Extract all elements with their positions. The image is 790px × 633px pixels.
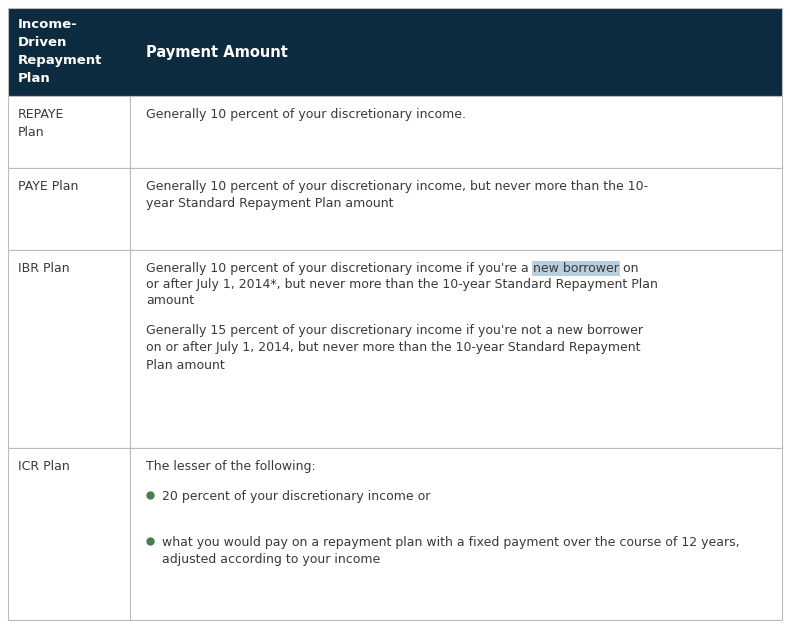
Text: new borrower: new borrower <box>533 262 619 275</box>
Text: 20 percent of your discretionary income or: 20 percent of your discretionary income … <box>162 490 431 503</box>
Text: ICR Plan: ICR Plan <box>18 460 70 473</box>
Bar <box>8 250 782 448</box>
Text: Payment Amount: Payment Amount <box>146 44 288 60</box>
Text: on: on <box>619 262 638 275</box>
Text: Generally 10 percent of your discretionary income.: Generally 10 percent of your discretiona… <box>146 108 466 121</box>
Text: Generally 10 percent of your discretionary income if you're a: Generally 10 percent of your discretiona… <box>146 262 533 275</box>
Text: REPAYE
Plan: REPAYE Plan <box>18 108 64 139</box>
Text: Generally 15 percent of your discretionary income if you're not a new borrower
o: Generally 15 percent of your discretiona… <box>146 324 643 372</box>
Bar <box>8 168 782 250</box>
Text: PAYE Plan: PAYE Plan <box>18 180 78 193</box>
Text: Generally 10 percent of your discretionary income, but never more than the 10-
y: Generally 10 percent of your discretiona… <box>146 180 649 211</box>
Text: or after July 1, 2014*, but never more than the 10-year Standard Repayment Plan: or after July 1, 2014*, but never more t… <box>146 278 658 291</box>
Bar <box>8 448 782 620</box>
Bar <box>8 8 782 96</box>
Bar <box>8 96 782 168</box>
Text: what you would pay on a repayment plan with a fixed payment over the course of 1: what you would pay on a repayment plan w… <box>162 536 740 567</box>
Text: IBR Plan: IBR Plan <box>18 262 70 275</box>
Text: amount: amount <box>146 294 194 307</box>
Text: The lesser of the following:: The lesser of the following: <box>146 460 316 473</box>
Text: Income-
Driven
Repayment
Plan: Income- Driven Repayment Plan <box>18 18 103 85</box>
